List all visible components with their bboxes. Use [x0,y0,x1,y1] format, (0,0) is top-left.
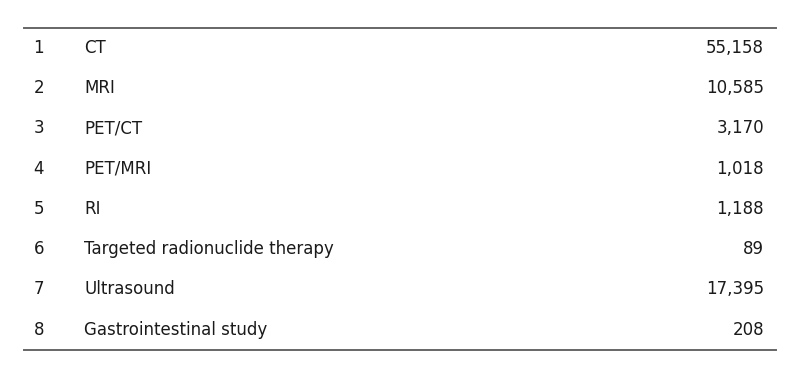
Text: RI: RI [84,200,101,218]
Text: 6: 6 [34,240,44,258]
Text: 208: 208 [732,320,764,339]
Text: 3,170: 3,170 [716,120,764,137]
Text: 1,188: 1,188 [716,200,764,218]
Text: 89: 89 [743,240,764,258]
Text: MRI: MRI [84,79,115,97]
Text: 1: 1 [34,39,44,57]
Text: Gastrointestinal study: Gastrointestinal study [84,320,267,339]
Text: 3: 3 [34,120,44,137]
Text: PET/CT: PET/CT [84,120,142,137]
Text: 8: 8 [34,320,44,339]
Text: 10,585: 10,585 [706,79,764,97]
Text: CT: CT [84,39,106,57]
Text: Ultrasound: Ultrasound [84,280,174,298]
Text: 4: 4 [34,159,44,178]
Text: PET/MRI: PET/MRI [84,159,151,178]
Text: Targeted radionuclide therapy: Targeted radionuclide therapy [84,240,334,258]
Text: 2: 2 [34,79,44,97]
Text: 5: 5 [34,200,44,218]
Text: 1,018: 1,018 [716,159,764,178]
Text: 55,158: 55,158 [706,39,764,57]
Text: 17,395: 17,395 [706,280,764,298]
Text: 7: 7 [34,280,44,298]
